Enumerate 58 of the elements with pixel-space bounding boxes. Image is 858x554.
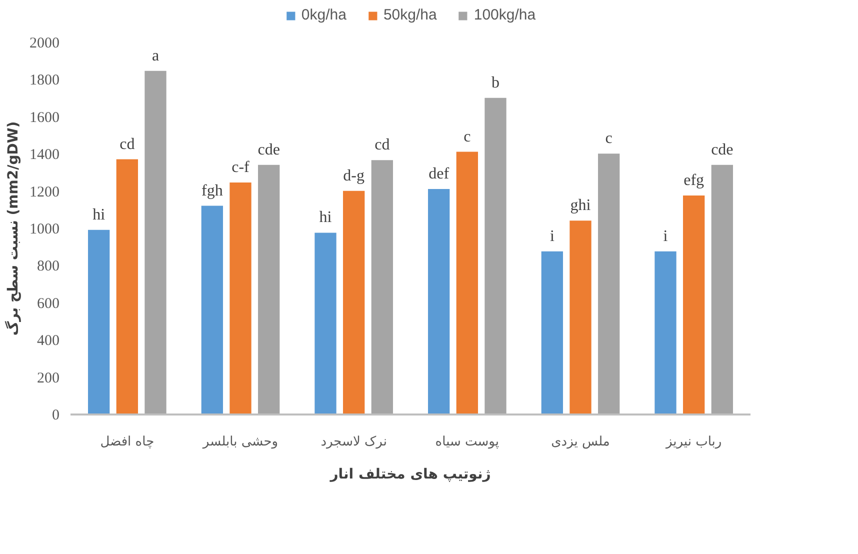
- bar: [342, 190, 366, 414]
- y-tick-label: 1400: [30, 147, 60, 164]
- data-label: c: [464, 128, 471, 146]
- data-label: a: [152, 47, 160, 64]
- bar: [710, 164, 734, 414]
- legend-label: 0kg/ha: [301, 6, 346, 24]
- bar: [654, 250, 678, 414]
- bar: [597, 152, 621, 414]
- bar: [200, 204, 224, 414]
- y-tick-label: 800: [37, 258, 60, 275]
- bar: [568, 220, 592, 414]
- bar: [228, 182, 252, 414]
- x-tick-label: پوست سیاه: [435, 434, 500, 450]
- x-tick-label: ملس یزدی: [551, 434, 610, 450]
- data-label: b: [492, 74, 500, 92]
- bar: [257, 164, 281, 414]
- bar: [314, 232, 338, 414]
- bar: [87, 228, 111, 414]
- data-label: c: [605, 130, 612, 148]
- bar: [144, 70, 168, 414]
- data-label: ghi: [570, 197, 592, 214]
- x-tick-label: رباب نیریز: [664, 434, 722, 450]
- y-tick-label: 400: [37, 333, 60, 350]
- y-tick-label: 0: [52, 408, 60, 424]
- bar: [455, 150, 479, 414]
- y-tick-label: 2000: [30, 36, 60, 52]
- x-tick-label: وحشی بابلسر: [202, 434, 278, 450]
- data-label: c-f: [232, 159, 250, 176]
- bar: [484, 96, 508, 414]
- bar: [682, 194, 706, 414]
- bar: [427, 188, 451, 414]
- x-tick-label: چاه افضل: [100, 434, 154, 450]
- data-label: cd: [374, 136, 390, 154]
- data-label: hi: [92, 206, 106, 224]
- y-tick-label: 200: [37, 370, 60, 386]
- bar: [115, 158, 139, 414]
- bar: [370, 159, 394, 414]
- x-axis-title: ژنوتیپ های مختلف انار: [329, 466, 491, 482]
- y-axis-title: نسبت سطح برگ (mm2/gDW): [4, 121, 22, 336]
- legend-label: 100kg/ha: [474, 6, 536, 24]
- legend-label: 50kg/ha: [383, 6, 437, 24]
- data-label: cde: [711, 141, 734, 158]
- data-label: i: [550, 228, 555, 245]
- y-tick-label: 600: [37, 296, 60, 312]
- data-label: efg: [684, 172, 704, 190]
- data-label: cd: [120, 136, 135, 153]
- y-tick-label: 1800: [30, 72, 60, 89]
- bar: [540, 250, 564, 414]
- data-label: def: [428, 166, 450, 183]
- y-tick-label: 1000: [30, 222, 60, 238]
- data-label: cde: [258, 141, 280, 158]
- data-label: d-g: [343, 167, 364, 184]
- x-tick-label: نرک لاسجرد: [320, 434, 387, 450]
- y-tick-label: 1600: [30, 110, 60, 126]
- data-label: fgh: [202, 182, 223, 200]
- data-label: hi: [319, 209, 332, 226]
- data-label: i: [663, 228, 668, 245]
- y-tick-label: 1200: [30, 184, 60, 200]
